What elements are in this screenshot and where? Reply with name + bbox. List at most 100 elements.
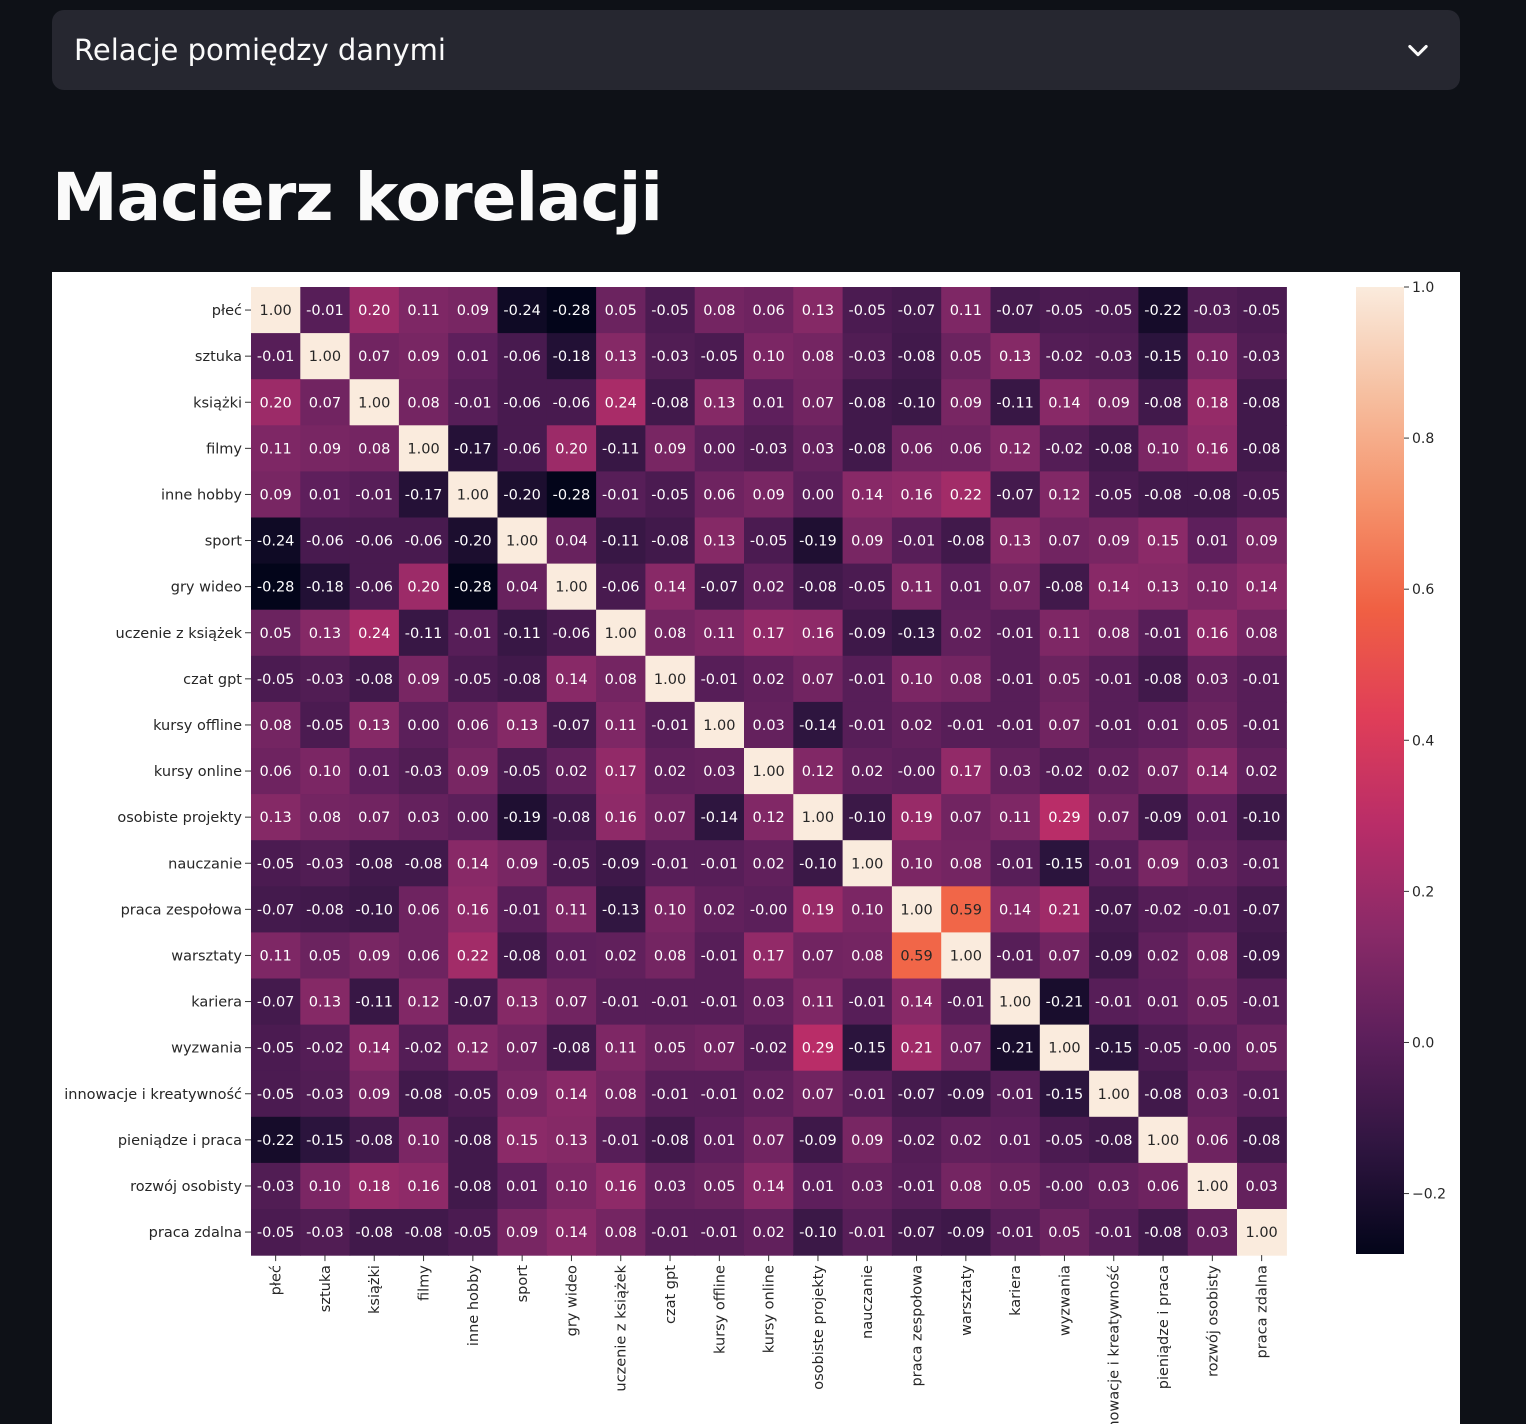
cell-value-label: 0.19 <box>900 810 932 826</box>
cell-value-label: 0.11 <box>260 441 292 457</box>
heatmap-cell <box>1237 287 1287 334</box>
heatmap-cell <box>300 563 351 611</box>
x-tick-label: wyzwania <box>1057 1265 1073 1336</box>
heatmap-cell <box>793 1162 844 1210</box>
heatmap-cell <box>645 287 696 334</box>
cell-value-label: -0.01 <box>1243 718 1281 734</box>
cell-value-label: -0.01 <box>848 672 886 688</box>
heatmap-cell <box>1237 794 1287 841</box>
cell-value-label: -0.06 <box>355 534 393 550</box>
heatmap-cell <box>694 655 745 703</box>
cell-value-label: 0.01 <box>1196 810 1228 826</box>
cell-value-label: 0.13 <box>260 810 292 826</box>
cell-value-label: 0.14 <box>555 1225 587 1241</box>
cell-value-label: -0.00 <box>898 764 936 780</box>
heatmap-cell <box>546 425 597 472</box>
cell-value-label: 0.12 <box>457 1041 489 1057</box>
heatmap-cell <box>497 379 548 426</box>
cell-value-label: -0.08 <box>848 441 886 457</box>
cell-value-label: 0.14 <box>555 1087 587 1103</box>
cell-value-label: 0.05 <box>309 948 341 964</box>
heatmap-cell <box>1187 517 1238 565</box>
cell-value-label: -0.01 <box>996 718 1034 734</box>
data-relations-expander[interactable]: Relacje pomiędzy danymi <box>52 10 1460 90</box>
heatmap-cell <box>990 1162 1041 1210</box>
heatmap-cell <box>891 794 942 841</box>
heatmap-cell <box>694 1116 745 1164</box>
heatmap-cell <box>744 886 794 933</box>
heatmap-cell <box>1039 379 1090 426</box>
cell-value-label: -0.21 <box>1046 995 1084 1011</box>
heatmap-cell <box>941 701 992 749</box>
cell-value-label: 0.02 <box>900 718 932 734</box>
cell-value-label: -0.02 <box>405 1041 443 1057</box>
cell-value-label: 0.03 <box>1196 672 1228 688</box>
cell-value-label: 0.01 <box>457 349 489 365</box>
cell-value-label: 0.14 <box>900 995 932 1011</box>
cell-value-label: 0.02 <box>753 1225 785 1241</box>
cell-value-label: 0.13 <box>358 718 390 734</box>
heatmap-cell <box>1089 794 1139 841</box>
cell-value-label: -0.05 <box>1243 487 1281 503</box>
cell-value-label: 0.10 <box>900 672 932 688</box>
heatmap-cell <box>349 655 400 703</box>
cell-value-label: 1.00 <box>1048 1041 1080 1057</box>
heatmap-cell <box>1187 1070 1238 1118</box>
heatmap-cell <box>300 701 351 749</box>
heatmap-cell <box>546 517 597 565</box>
heatmap-cell <box>448 333 499 380</box>
heatmap-cell <box>300 1070 351 1118</box>
heatmap-cell <box>744 1024 794 1072</box>
heatmap-cell <box>1138 563 1189 611</box>
heatmap-cell <box>497 655 548 703</box>
colorbar-tick-label: 0.6 <box>1412 582 1434 598</box>
heatmap-cell <box>842 748 893 795</box>
cell-value-label: 0.11 <box>802 995 834 1011</box>
cell-value-label: -0.11 <box>503 626 541 642</box>
cell-value-label: -0.01 <box>947 718 985 734</box>
cell-value-label: 0.09 <box>753 487 785 503</box>
heatmap-cell <box>793 1209 844 1256</box>
cell-value-label: 0.11 <box>605 718 637 734</box>
cell-value-label: 0.05 <box>1048 672 1080 688</box>
x-tick-label: inne hobby <box>466 1265 482 1346</box>
cell-value-label: 0.09 <box>851 1133 883 1149</box>
cell-value-label: 0.12 <box>1048 487 1080 503</box>
cell-value-label: -0.00 <box>1046 1179 1084 1195</box>
colorbar-tick-label: 0.0 <box>1412 1035 1434 1051</box>
cell-value-label: 0.00 <box>457 810 489 826</box>
heatmap-cell <box>1039 886 1090 933</box>
heatmap-cell <box>596 655 646 703</box>
cell-value-label: 0.00 <box>407 718 439 734</box>
cell-value-label: -0.08 <box>405 856 443 872</box>
heatmap-cell <box>744 1116 794 1164</box>
cell-value-label: -0.08 <box>454 1179 492 1195</box>
heatmap-cell <box>1187 1162 1238 1210</box>
cell-value-label: 1.00 <box>506 534 538 550</box>
heatmap-cell <box>1187 840 1238 887</box>
heatmap-cell <box>1039 1070 1090 1118</box>
cell-value-label: -0.08 <box>1144 1087 1182 1103</box>
cell-value-label: -0.01 <box>257 349 295 365</box>
chevron-down-icon[interactable] <box>1404 36 1432 64</box>
heatmap-cell <box>497 748 548 795</box>
heatmap-cell <box>941 333 992 380</box>
heatmap-cell <box>251 471 301 519</box>
cell-value-label: 0.14 <box>1048 395 1080 411</box>
cell-value-label: -0.05 <box>1095 303 1133 319</box>
cell-value-label: 0.09 <box>309 441 341 457</box>
cell-value-label: 0.07 <box>950 1041 982 1057</box>
heatmap-cell <box>744 794 794 841</box>
heatmap-cell <box>497 932 548 980</box>
heatmap-cell <box>251 287 301 334</box>
heatmap-cell <box>1089 932 1139 980</box>
heatmap-cell <box>300 655 351 703</box>
cell-value-label: 0.03 <box>1196 1087 1228 1103</box>
heatmap-cell <box>251 701 301 749</box>
heatmap-cell <box>448 794 499 841</box>
heatmap-cell <box>694 379 745 426</box>
cell-value-label: -0.07 <box>996 303 1034 319</box>
heatmap-cell <box>694 978 745 1026</box>
heatmap-cell <box>251 655 301 703</box>
cell-value-label: 0.12 <box>999 441 1031 457</box>
